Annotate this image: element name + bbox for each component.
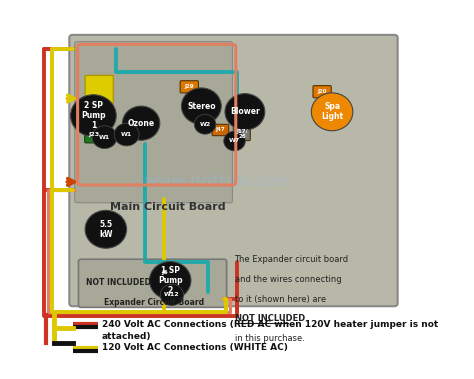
Text: Expander Circuit Board: Expander Circuit Board — [103, 298, 204, 307]
Circle shape — [194, 114, 216, 134]
Text: attached): attached) — [102, 332, 151, 341]
Circle shape — [149, 262, 191, 299]
Text: www.hottub.com: www.hottub.com — [143, 174, 289, 190]
Circle shape — [311, 93, 353, 131]
Text: NOT INCLUDED: NOT INCLUDED — [86, 278, 151, 287]
Text: The Expander circuit board: The Expander circuit board — [235, 255, 349, 264]
FancyBboxPatch shape — [234, 127, 250, 141]
Text: J20: J20 — [318, 89, 327, 94]
FancyBboxPatch shape — [85, 126, 104, 143]
Text: 120 Volt AC Connections (WHITE AC): 120 Volt AC Connections (WHITE AC) — [102, 343, 288, 352]
Text: W7: W7 — [229, 138, 240, 144]
Text: 240 Volt AC Connections (RED AC when 120V heater jumper is not: 240 Volt AC Connections (RED AC when 120… — [102, 320, 438, 329]
Circle shape — [85, 210, 127, 248]
Text: Blower: Blower — [230, 107, 260, 116]
Text: W12: W12 — [164, 292, 180, 298]
Text: Ozone: Ozone — [128, 119, 155, 128]
Text: NOT INCLUDED: NOT INCLUDED — [235, 314, 305, 323]
Text: in this purchase.: in this purchase. — [235, 334, 304, 343]
FancyBboxPatch shape — [79, 259, 227, 307]
Text: and the wires connecting: and the wires connecting — [235, 275, 341, 284]
Text: Main Circuit Board: Main Circuit Board — [110, 202, 226, 211]
Text: J23: J23 — [89, 132, 100, 137]
Text: J47: J47 — [216, 127, 225, 133]
Circle shape — [122, 106, 160, 140]
FancyBboxPatch shape — [313, 86, 331, 98]
Text: J17/
26: J17/ 26 — [236, 128, 248, 139]
FancyBboxPatch shape — [157, 267, 172, 279]
Text: J29: J29 — [184, 84, 194, 89]
Text: 5.5
kW: 5.5 kW — [99, 220, 113, 239]
Text: Stereo: Stereo — [187, 102, 216, 111]
Text: J6: J6 — [161, 270, 168, 275]
Text: W1: W1 — [121, 132, 132, 137]
FancyBboxPatch shape — [69, 35, 398, 306]
FancyBboxPatch shape — [85, 75, 113, 103]
FancyBboxPatch shape — [180, 81, 199, 93]
FancyBboxPatch shape — [75, 42, 232, 203]
Circle shape — [182, 88, 221, 124]
FancyBboxPatch shape — [212, 124, 229, 136]
Circle shape — [224, 131, 246, 151]
Circle shape — [92, 126, 117, 149]
FancyBboxPatch shape — [195, 97, 216, 114]
Text: to it (shown here) are: to it (shown here) are — [235, 294, 326, 304]
Circle shape — [114, 123, 139, 146]
Text: 2 SP
Pump
1: 2 SP Pump 1 — [81, 101, 106, 130]
Text: Spa
Light: Spa Light — [321, 102, 343, 121]
Text: W2: W2 — [200, 122, 210, 127]
Circle shape — [71, 95, 116, 136]
Text: W1: W1 — [99, 135, 110, 140]
Circle shape — [225, 94, 265, 130]
Text: 1 SP
Pump
2: 1 SP Pump 2 — [158, 266, 182, 295]
Circle shape — [160, 284, 183, 305]
